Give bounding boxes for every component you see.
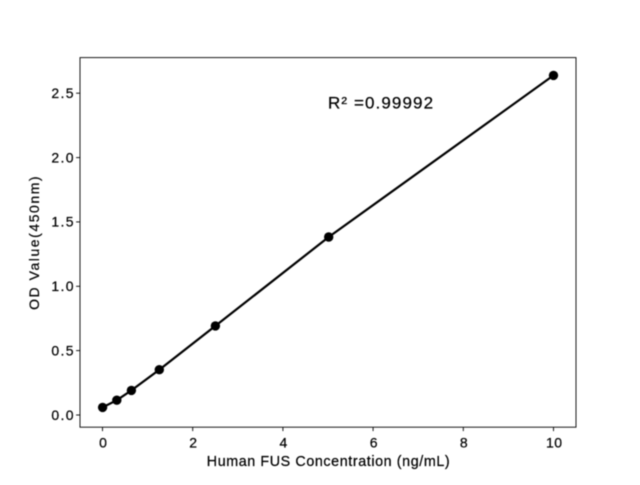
svg-text:Human FUS Concentration (ng/mL: Human FUS Concentration (ng/mL) (207, 454, 450, 470)
svg-text:8: 8 (460, 435, 468, 451)
svg-text:1.5: 1.5 (51, 214, 75, 230)
svg-text:0.5: 0.5 (51, 342, 75, 358)
svg-text:10: 10 (546, 435, 562, 451)
svg-text:2: 2 (189, 435, 197, 451)
svg-text:2.0: 2.0 (51, 149, 75, 165)
svg-text:OD Value(450nm): OD Value(450nm) (26, 175, 42, 310)
svg-text:6: 6 (370, 435, 378, 451)
svg-text:R² =0.99992: R² =0.99992 (328, 94, 434, 113)
svg-text:4: 4 (280, 435, 288, 451)
svg-text:2.5: 2.5 (51, 85, 75, 101)
svg-text:1.0: 1.0 (51, 278, 75, 294)
svg-text:0: 0 (99, 435, 107, 451)
svg-text:0.0: 0.0 (51, 407, 75, 423)
